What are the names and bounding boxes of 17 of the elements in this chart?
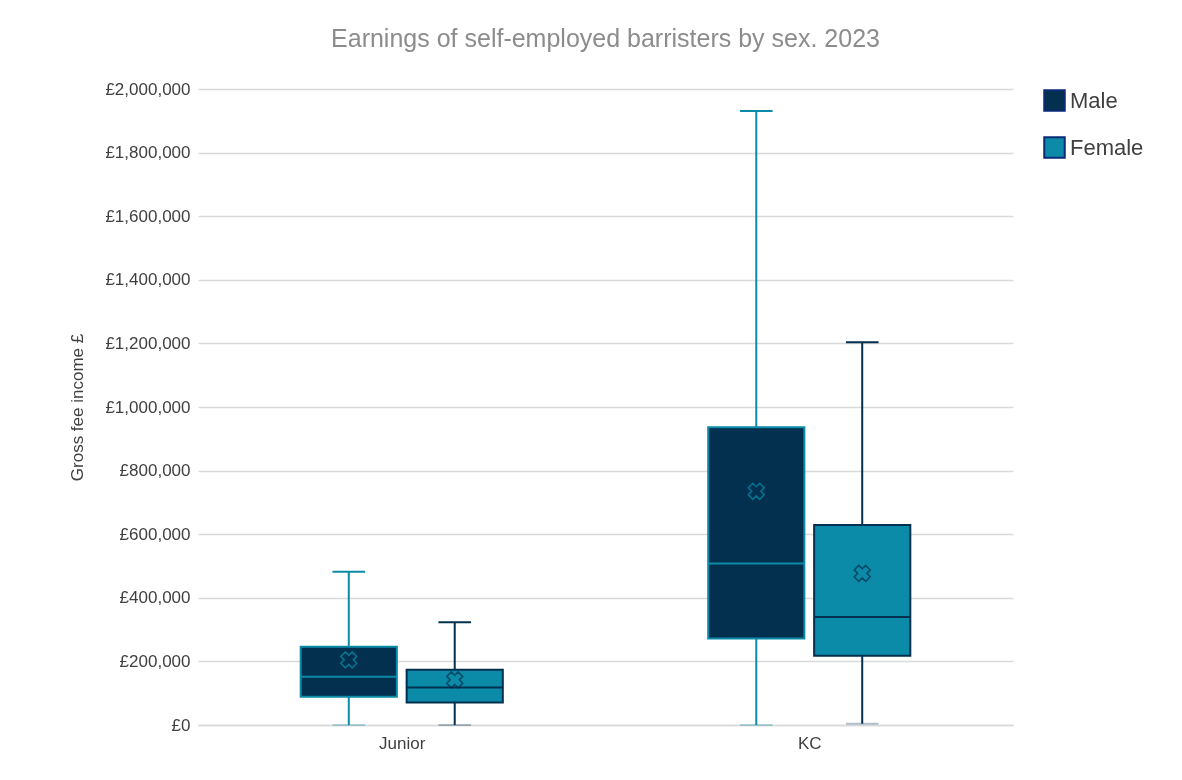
y-axis-title: Gross fee income £ — [68, 333, 88, 482]
y-tick-label: £200,000 — [119, 651, 191, 671]
y-tick-label: £600,000 — [119, 524, 191, 544]
y-tick-label: £1,400,000 — [105, 270, 191, 290]
y-tick-label: £0 — [171, 715, 191, 735]
y-tick-label: £1,000,000 — [105, 397, 191, 417]
y-tick-label: £1,600,000 — [105, 206, 191, 226]
legend-label: Female — [1070, 134, 1144, 160]
y-tick-label: £400,000 — [119, 588, 191, 608]
legend-label: Male — [1070, 87, 1118, 113]
y-tick-label: £800,000 — [119, 461, 191, 481]
x-tick-label: Junior — [379, 733, 426, 753]
y-tick-label: £2,000,000 — [105, 79, 191, 99]
y-tick-label: £1,200,000 — [105, 333, 191, 353]
y-tick-label: £1,800,000 — [105, 143, 191, 163]
x-tick-label: KC — [797, 733, 822, 753]
chart-title: Earnings of self-employed barristers by sex. 2023 — [331, 24, 880, 52]
